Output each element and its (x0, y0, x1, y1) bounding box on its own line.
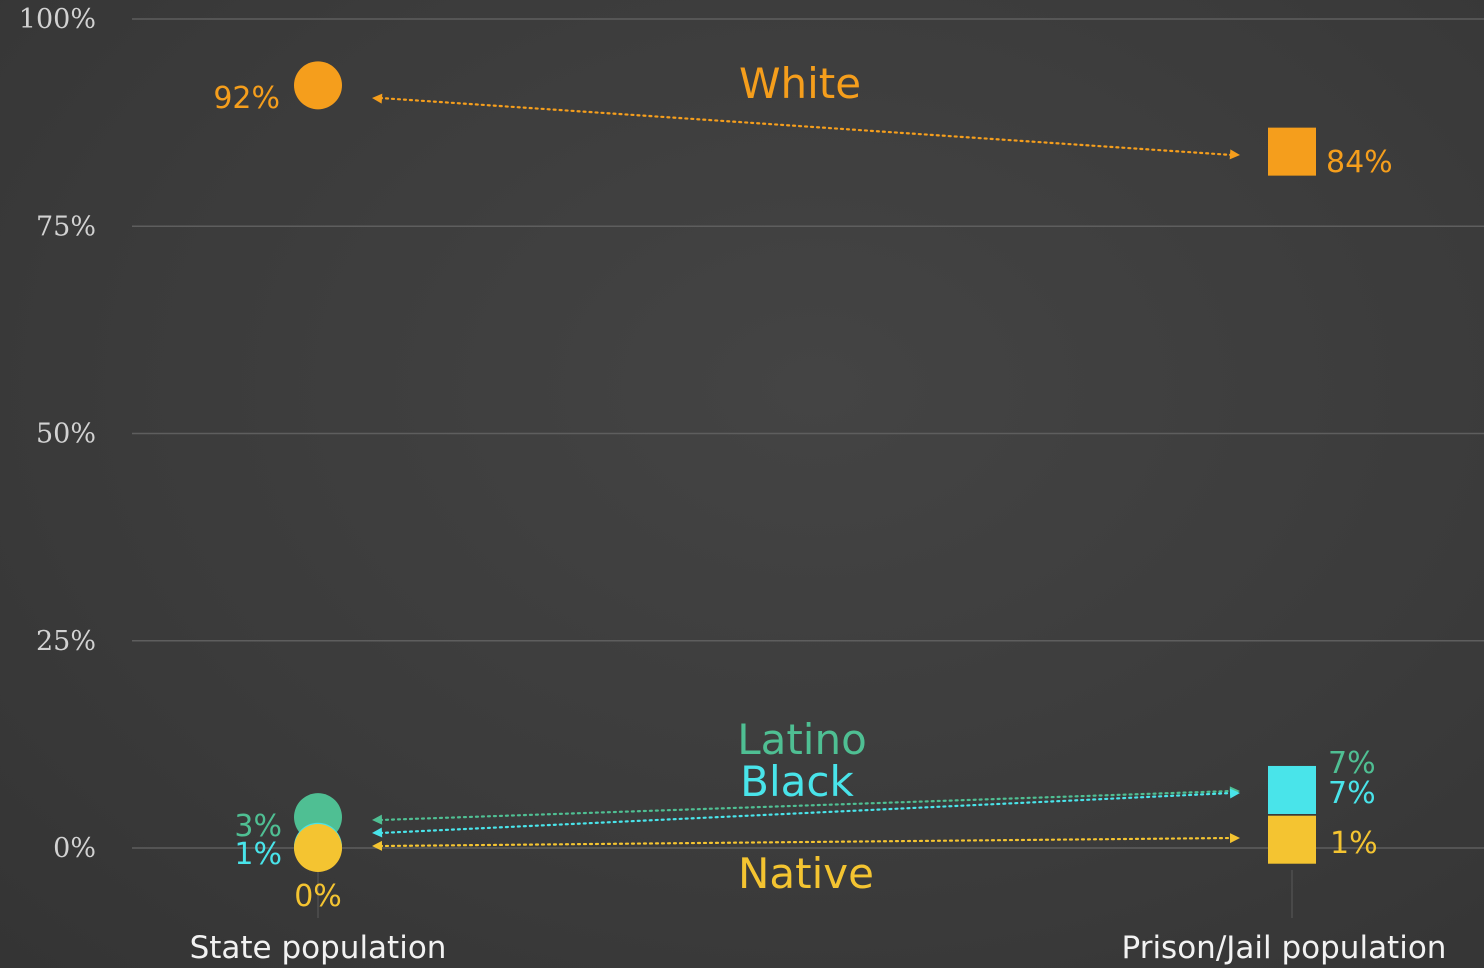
state-point-white (294, 61, 342, 110)
axis-layer: 0% 25% 50% 75% 100% State population Prison/Ja… (19, 4, 1447, 966)
y-tick-label: 75% (36, 211, 96, 242)
series-label-native: Native (738, 849, 874, 898)
y-tick-label: 50% (36, 419, 96, 450)
y-tick-label: 0% (53, 833, 96, 864)
prison-value-label-black: 7% (1328, 776, 1376, 811)
prison-value-label-latino: 7% (1328, 746, 1376, 781)
arrowhead-right-native (1229, 833, 1240, 844)
prison-value-label-white: 84% (1326, 145, 1393, 180)
arrowhead-left-black (372, 827, 383, 838)
state-point-native (294, 824, 342, 872)
state-value-label-latino: 3% (234, 809, 282, 844)
mark-layer (294, 61, 1316, 872)
series-label-white: White (739, 59, 861, 108)
prison-point-native (1268, 815, 1316, 864)
prison-point-black (1268, 765, 1316, 814)
y-tick-label: 25% (36, 626, 96, 657)
series-label-latino: Latino (737, 715, 867, 764)
connector-arrow-latino (378, 789, 1234, 822)
x-category-label: Prison/Jail population (1122, 930, 1447, 966)
connector-arrow-native (378, 836, 1234, 848)
connector-arrow-black (378, 791, 1234, 835)
grid-layer (132, 18, 1484, 849)
prison-point-white (1268, 127, 1316, 176)
label-layer: White 92% 84% Latino 3% 7% Black 1% 7% Native 0% 1% (213, 59, 1392, 914)
arrowhead-left-native (372, 840, 383, 851)
x-category-label: State population (190, 930, 447, 966)
connector-arrow-white (378, 96, 1234, 157)
state-value-label-white: 92% (213, 81, 280, 116)
series-label-black: Black (740, 757, 854, 806)
arrow-layer (372, 93, 1240, 851)
prison-value-label-native: 1% (1330, 826, 1378, 861)
arrowhead-left-white (372, 93, 383, 104)
arrowhead-left-latino (372, 814, 383, 825)
arrowhead-right-black (1229, 788, 1240, 799)
state-value-label-native: 0% (294, 879, 342, 914)
arrowhead-right-white (1229, 149, 1240, 160)
y-tick-label: 100% (19, 4, 96, 35)
state-value-label-black: 1% (234, 837, 282, 872)
